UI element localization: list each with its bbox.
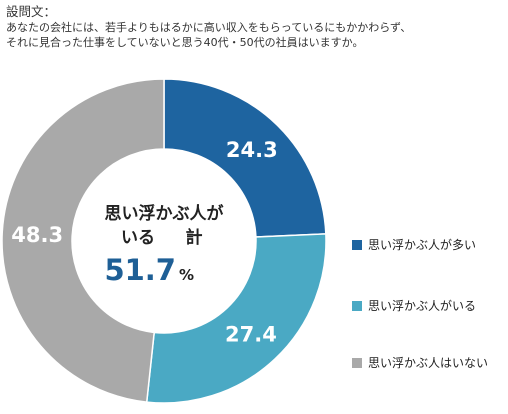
center-line-2-a: いる [121, 228, 155, 248]
legend-swatch-many [352, 239, 362, 250]
legend-swatch-none [352, 357, 362, 368]
donut-slices [1, 78, 327, 404]
question-label: 設問文： [6, 4, 57, 19]
question-line-2: それに見合った仕事をしていないと思う40代・50代の社員はいますか。 [6, 36, 364, 49]
slice-label-none: 48.3 [11, 223, 63, 247]
slice-label-many: 24.3 [226, 138, 278, 162]
donut-slice-labels: 24.3 27.4 48.3 [11, 138, 277, 346]
center-line-1: 思い浮かぶ人が [105, 203, 224, 224]
center-line-2-b: 計 [186, 227, 203, 248]
center-unit: % [179, 266, 194, 284]
slice-label-some: 27.4 [225, 323, 277, 347]
slice-many [163, 78, 327, 238]
slice-some [145, 233, 327, 404]
legend-label-none: 思い浮かぶ人はいない [368, 356, 489, 370]
legend-item-none: 思い浮かぶ人はいない [352, 354, 488, 371]
legend-item-some: 思い浮かぶ人がいる [352, 297, 476, 314]
question-line-1: あなたの会社には、若手よりもはるかに高い収入をもらっているにもかかわらず、 [6, 21, 412, 34]
legend-label-some: 思い浮かぶ人がいる [368, 299, 477, 313]
legend-label-many: 思い浮かぶ人が多い [368, 238, 477, 252]
legend-swatch-some [352, 300, 362, 311]
slice-none [1, 78, 165, 403]
legend-item-many: 思い浮かぶ人が多い [352, 236, 476, 253]
center-value: 51.7 [104, 253, 176, 287]
question-block: 設問文： あなたの会社には、若手よりもはるかに高い収入をもらっているにもかかわら… [6, 4, 504, 50]
